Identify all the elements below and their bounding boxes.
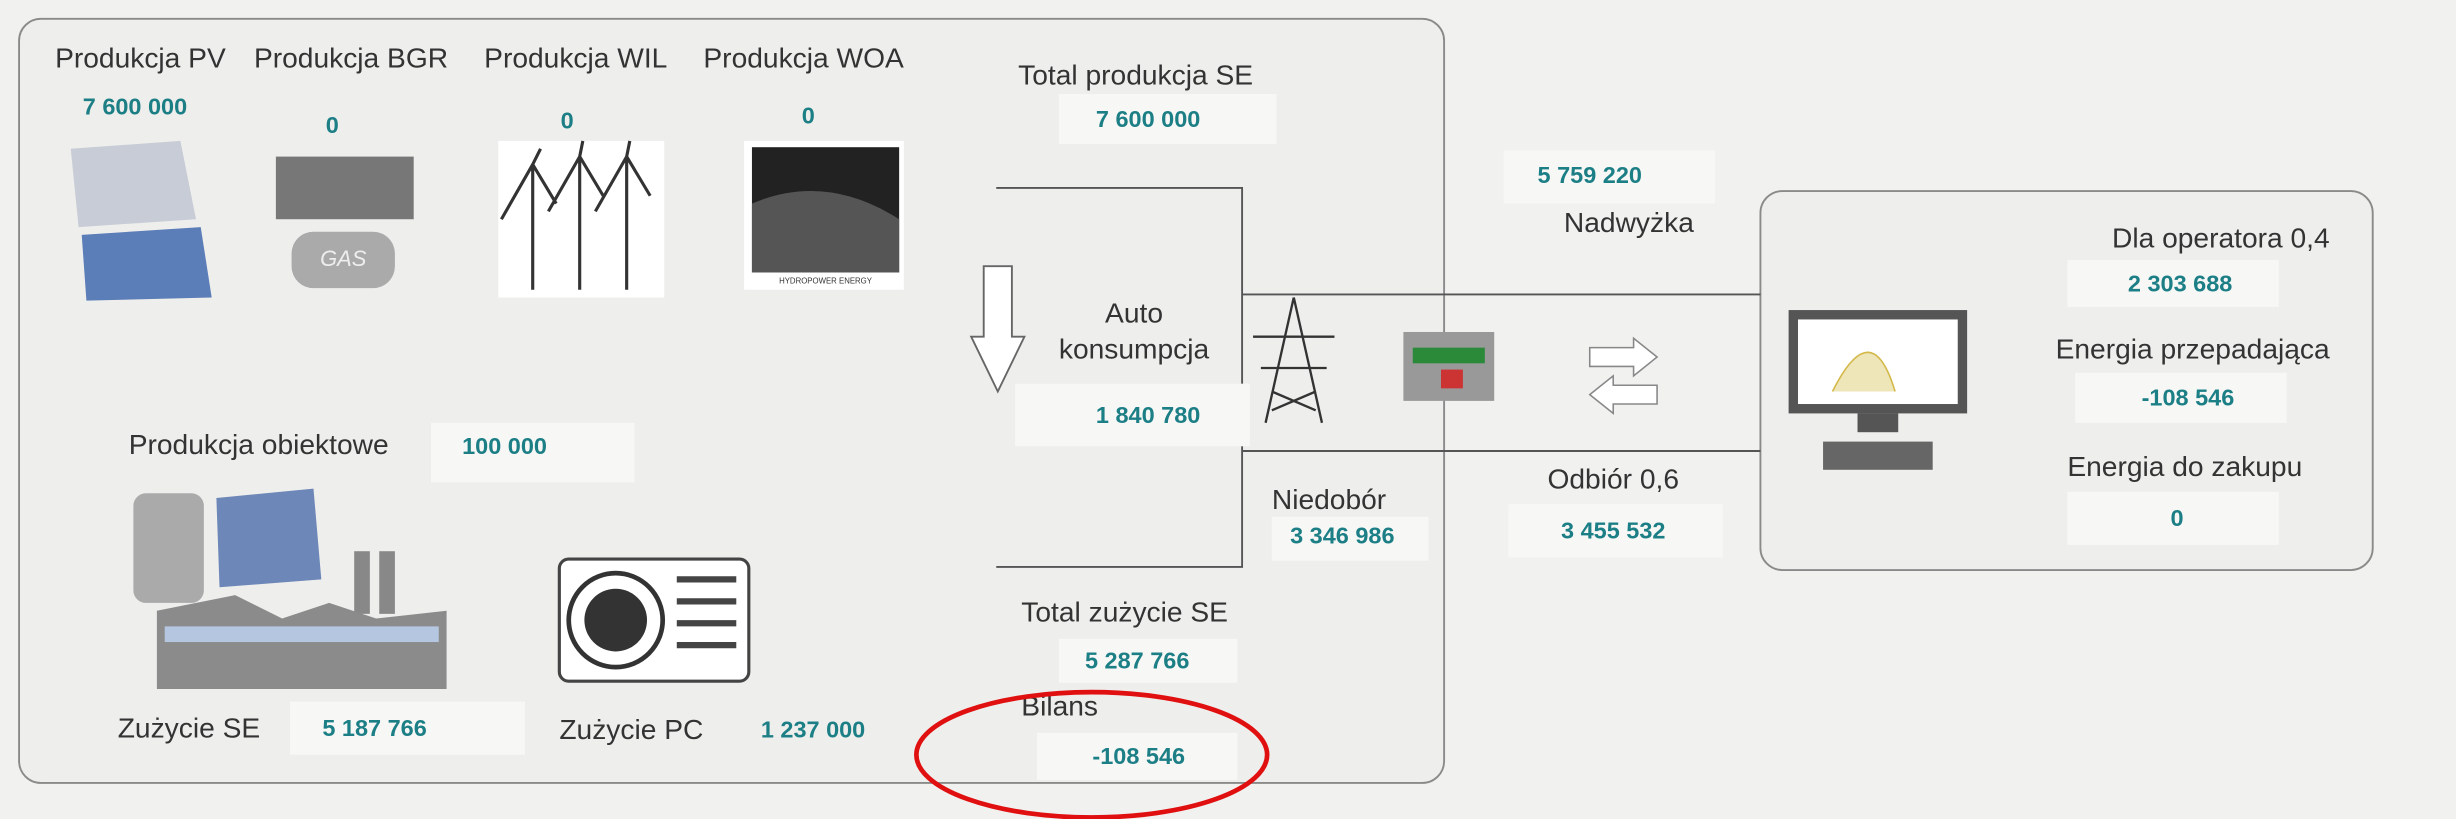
fan-unit-icon [559,559,748,681]
diagram: GAS HYDROPOWER ENERGY [0,0,2456,819]
label: Total zużycie SE [1021,596,1228,628]
value: 5 287 766 [1085,648,1189,674]
value: 0 [561,107,574,133]
label: Energia przepadająca [2056,333,2330,365]
label: Auto [1105,297,1163,329]
page: GAS HYDROPOWER ENERGY [0,0,2456,819]
label: Dla operatora 0,4 [2112,221,2330,253]
wind-icon [498,141,664,298]
hydro-icon: HYDROPOWER ENERGY [744,141,904,290]
label: Niedobór [1272,483,1386,515]
value: 7 600 000 [1096,106,1200,132]
value: 0 [326,112,339,138]
value: 1 237 000 [761,717,865,743]
value: -108 546 [2142,385,2235,411]
label: konsumpcja [1059,333,1210,365]
value: 5 759 220 [1538,162,1642,188]
hydro-label: HYDROPOWER ENERGY [779,276,873,285]
value: 2 303 688 [2128,270,2232,296]
label: Zużycie PC [559,713,703,745]
value: 0 [2170,505,2183,531]
label: Produkcja WIL [484,41,667,73]
label: Total produkcja SE [1018,59,1253,91]
meter-icon [1403,332,1494,401]
value: 1 840 780 [1096,402,1200,428]
value: 3 455 532 [1561,518,1665,544]
value: 0 [802,103,815,129]
gas-label: GAS [320,246,367,271]
label: Produkcja WOA [703,41,904,73]
value: 7 600 000 [83,93,187,119]
value: 100 000 [462,433,547,459]
label: Nadwyżka [1564,206,1694,238]
label: Produkcja PV [55,41,226,73]
value: 3 346 986 [1290,522,1394,548]
value: -108 546 [1092,743,1185,769]
label: Zużycie SE [118,712,260,744]
label: Energia do zakupu [2067,450,2302,482]
label: Produkcja BGR [254,41,448,73]
value: 5 187 766 [322,715,426,741]
label: Odbiór 0,6 [1547,463,1679,495]
label: Produkcja obiektowe [129,428,389,460]
